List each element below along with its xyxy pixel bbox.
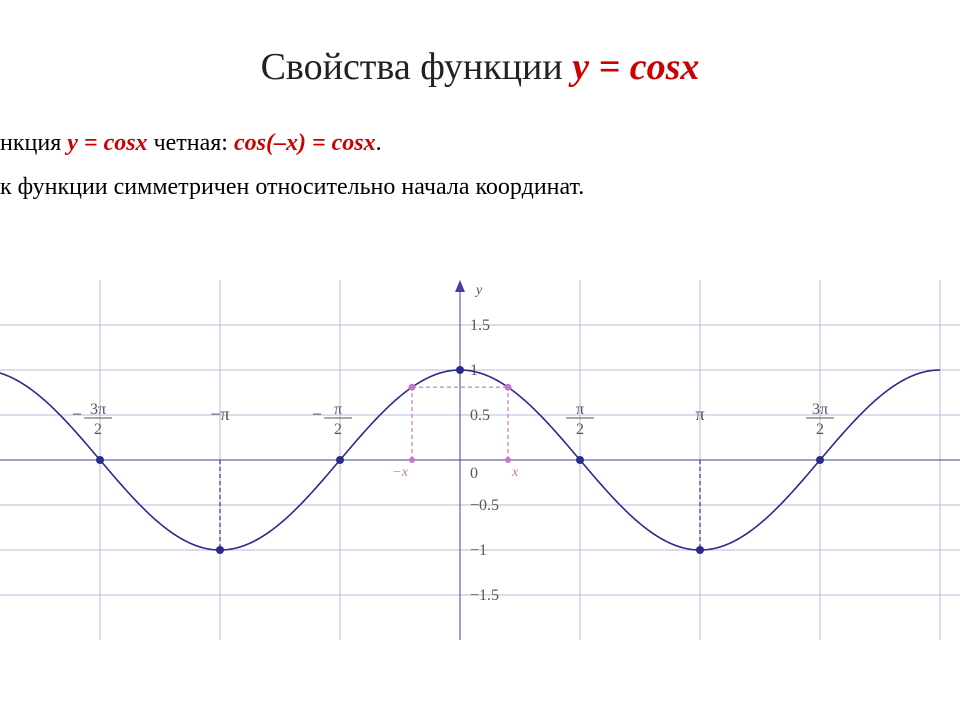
svg-text:−: − <box>72 404 82 424</box>
l1c: четная: <box>148 130 234 156</box>
svg-text:0.5: 0.5 <box>470 407 490 424</box>
svg-text:2: 2 <box>334 421 342 438</box>
svg-text:π: π <box>576 401 584 418</box>
svg-text:π: π <box>695 404 704 424</box>
svg-text:1.5: 1.5 <box>470 317 490 334</box>
svg-text:x: x <box>511 465 519 480</box>
svg-text:0: 0 <box>470 465 478 482</box>
l1b: y = cosx <box>67 130 147 156</box>
slide-title: Свойства функции y = cosx <box>0 0 960 89</box>
svg-text:3π: 3π <box>90 401 106 418</box>
svg-text:2: 2 <box>94 421 102 438</box>
svg-text:−1: −1 <box>470 542 487 559</box>
line-2: к функции симметричен относительно начал… <box>0 168 960 206</box>
svg-text:−1.5: −1.5 <box>470 587 499 604</box>
title-fn: y = cosx <box>572 46 699 88</box>
cos-chart-svg: y1.510.50−0.5−1−1.5−3π2−π−π2π2π3π2x−x <box>0 280 960 640</box>
svg-text:3π: 3π <box>812 401 828 418</box>
line-1: нкция y = cosx четная: cos(–x) = cosx. <box>0 124 960 162</box>
body-text: нкция y = cosx четная: cos(–x) = cosx. к… <box>0 124 960 207</box>
l1e: . <box>376 130 382 156</box>
svg-text:y: y <box>474 283 483 298</box>
svg-text:2: 2 <box>576 421 584 438</box>
l1a: нкция <box>0 130 67 156</box>
cos-chart: y1.510.50−0.5−1−1.5−3π2−π−π2π2π3π2x−x <box>0 280 960 640</box>
svg-text:−: − <box>312 404 322 424</box>
svg-text:2: 2 <box>816 421 824 438</box>
svg-text:−0.5: −0.5 <box>470 497 499 514</box>
svg-text:−π: −π <box>210 404 229 424</box>
svg-text:−x: −x <box>392 465 408 480</box>
l1d: cos(–x) = cosx <box>234 130 376 156</box>
svg-text:π: π <box>334 401 342 418</box>
l2t: к функции симметричен относительно начал… <box>0 174 584 200</box>
title-prefix: Свойства функции <box>261 46 573 88</box>
